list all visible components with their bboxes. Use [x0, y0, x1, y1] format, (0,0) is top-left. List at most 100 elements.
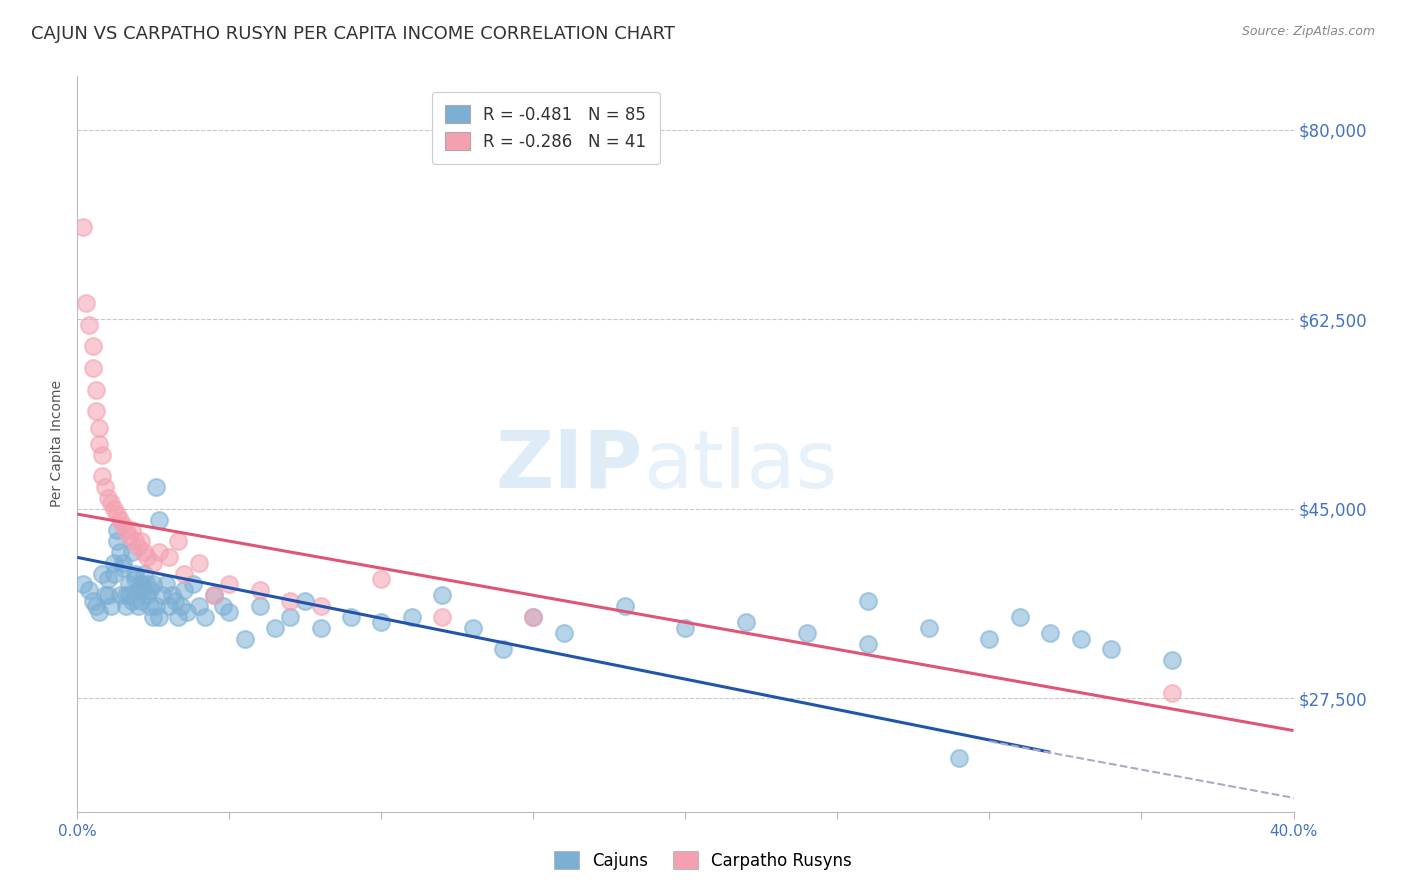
Point	[111, 556, 134, 570]
Point	[105, 534, 128, 549]
Point	[979, 632, 1001, 646]
Point	[370, 572, 392, 586]
Point	[100, 496, 122, 510]
Point	[461, 621, 484, 635]
Point	[340, 610, 363, 624]
Point	[188, 599, 211, 613]
Point	[97, 588, 120, 602]
Point	[148, 512, 170, 526]
Point	[249, 599, 271, 613]
Point	[212, 599, 235, 613]
Point	[948, 750, 970, 764]
Text: Source: ZipAtlas.com: Source: ZipAtlas.com	[1241, 25, 1375, 38]
Point	[278, 593, 301, 607]
Point	[115, 588, 138, 602]
Point	[173, 566, 195, 581]
Point	[136, 550, 159, 565]
Point	[613, 599, 636, 613]
Point	[675, 621, 697, 635]
Point	[121, 524, 143, 538]
Point	[176, 605, 198, 619]
Point	[121, 545, 143, 559]
Point	[170, 599, 193, 613]
Point	[136, 577, 159, 591]
Point	[1070, 632, 1092, 646]
Point	[278, 610, 301, 624]
Point	[148, 545, 170, 559]
Point	[148, 610, 170, 624]
Point	[82, 593, 104, 607]
Point	[87, 436, 110, 450]
Point	[160, 588, 183, 602]
Point	[105, 524, 128, 538]
Point	[918, 621, 941, 635]
Point	[118, 588, 141, 602]
Point	[157, 599, 180, 613]
Point	[72, 577, 94, 591]
Point	[103, 566, 125, 581]
Point	[134, 582, 156, 597]
Point	[166, 610, 188, 624]
Point	[142, 577, 165, 591]
Point	[103, 501, 125, 516]
Point	[1161, 686, 1184, 700]
Point	[111, 561, 134, 575]
Point	[1161, 653, 1184, 667]
Point	[309, 621, 332, 635]
Point	[82, 339, 104, 353]
Point	[1039, 626, 1062, 640]
Point	[522, 610, 544, 624]
Point	[233, 632, 256, 646]
Point	[856, 637, 879, 651]
Point	[157, 550, 180, 565]
Point	[1099, 642, 1122, 657]
Point	[84, 383, 107, 397]
Point	[129, 534, 152, 549]
Point	[129, 577, 152, 591]
Point	[430, 610, 453, 624]
Point	[121, 593, 143, 607]
Point	[181, 577, 204, 591]
Point	[97, 572, 120, 586]
Point	[97, 491, 120, 505]
Point	[136, 588, 159, 602]
Point	[93, 480, 115, 494]
Point	[124, 572, 146, 586]
Point	[218, 605, 240, 619]
Point	[93, 588, 115, 602]
Point	[166, 534, 188, 549]
Point	[82, 361, 104, 376]
Point	[309, 599, 332, 613]
Point	[103, 556, 125, 570]
Point	[75, 296, 97, 310]
Legend: R = -0.481   N = 85, R = -0.286   N = 41: R = -0.481 N = 85, R = -0.286 N = 41	[432, 92, 659, 164]
Point	[202, 588, 225, 602]
Point	[127, 599, 149, 613]
Point	[142, 610, 165, 624]
Point	[118, 577, 141, 591]
Point	[90, 448, 112, 462]
Point	[129, 593, 152, 607]
Point	[115, 599, 138, 613]
Point	[127, 582, 149, 597]
Point	[87, 605, 110, 619]
Point	[401, 610, 423, 624]
Point	[492, 642, 515, 657]
Point	[100, 599, 122, 613]
Point	[124, 534, 146, 549]
Point	[105, 507, 128, 521]
Point	[856, 593, 879, 607]
Y-axis label: Per Capita Income: Per Capita Income	[51, 380, 65, 508]
Point	[108, 512, 131, 526]
Point	[84, 599, 107, 613]
Point	[108, 588, 131, 602]
Point	[87, 420, 110, 434]
Legend: Cajuns, Carpatho Rusyns: Cajuns, Carpatho Rusyns	[547, 845, 859, 877]
Point	[264, 621, 287, 635]
Point	[127, 540, 149, 554]
Point	[553, 626, 575, 640]
Point	[173, 582, 195, 597]
Point	[134, 545, 156, 559]
Point	[155, 577, 177, 591]
Point	[796, 626, 818, 640]
